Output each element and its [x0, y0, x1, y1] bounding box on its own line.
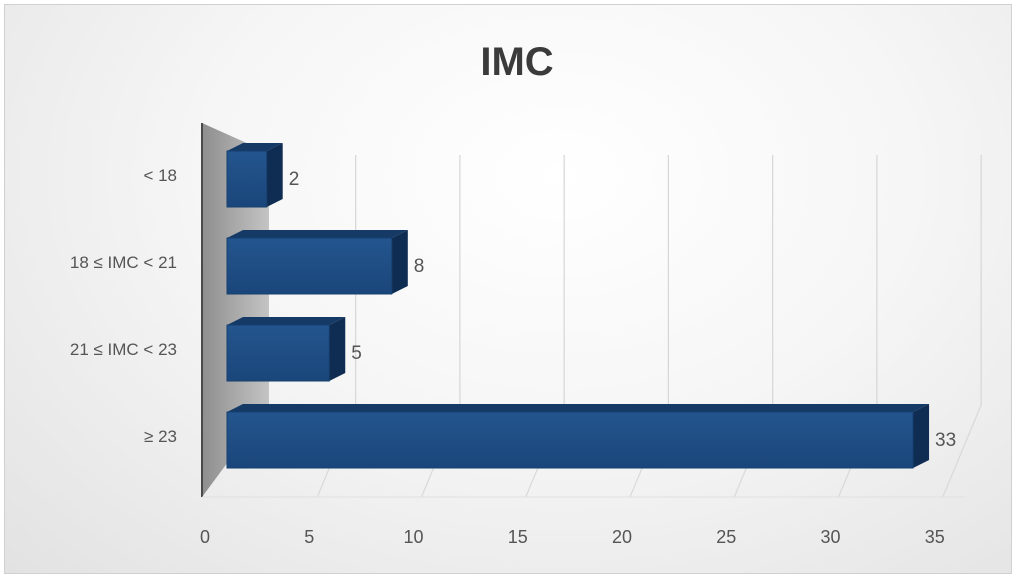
bar-top-face [227, 404, 930, 412]
bar-side-face [391, 230, 408, 294]
bar-side-face [913, 404, 930, 468]
x-tick-label: 35 [925, 527, 945, 547]
bar-chart: IMC 0 5 10 15 20 25 30 35 2 < 18 8 18 ≤ IMC < 21 5 21… [70, 40, 982, 547]
x-tick-label: 15 [508, 527, 528, 547]
x-tick-label: 0 [200, 527, 210, 547]
chart-title: IMC [480, 40, 553, 84]
x-tick-label: 10 [403, 527, 423, 547]
bar-top-face [227, 143, 283, 151]
category-label: 18 ≤ IMC < 21 [70, 253, 177, 272]
category-label: < 18 [143, 166, 177, 185]
category-label: 21 ≤ IMC < 23 [70, 340, 177, 359]
x-tick-label: 5 [304, 527, 314, 547]
data-label: 8 [414, 256, 425, 277]
x-tick-label: 25 [716, 527, 736, 547]
bar [226, 411, 914, 469]
x-tick-label: 30 [820, 527, 840, 547]
bar [226, 237, 393, 295]
x-tick-label: 20 [612, 527, 632, 547]
data-label: 33 [935, 430, 956, 451]
floor-gridline [942, 404, 982, 498]
chart-area: IMC 0 5 10 15 20 25 30 35 2 < 18 8 18 ≤ IMC < 21 5 21… [4, 4, 1012, 574]
bar [226, 324, 330, 382]
data-label: 5 [351, 343, 362, 364]
bar-side-face [329, 317, 346, 381]
category-label: ≥ 23 [144, 427, 177, 446]
back-wall [202, 123, 269, 497]
data-label: 2 [289, 169, 300, 190]
bar [226, 150, 268, 208]
bar-top-face [227, 230, 408, 238]
bar-top-face [227, 317, 346, 325]
bar-side-face [266, 143, 283, 207]
